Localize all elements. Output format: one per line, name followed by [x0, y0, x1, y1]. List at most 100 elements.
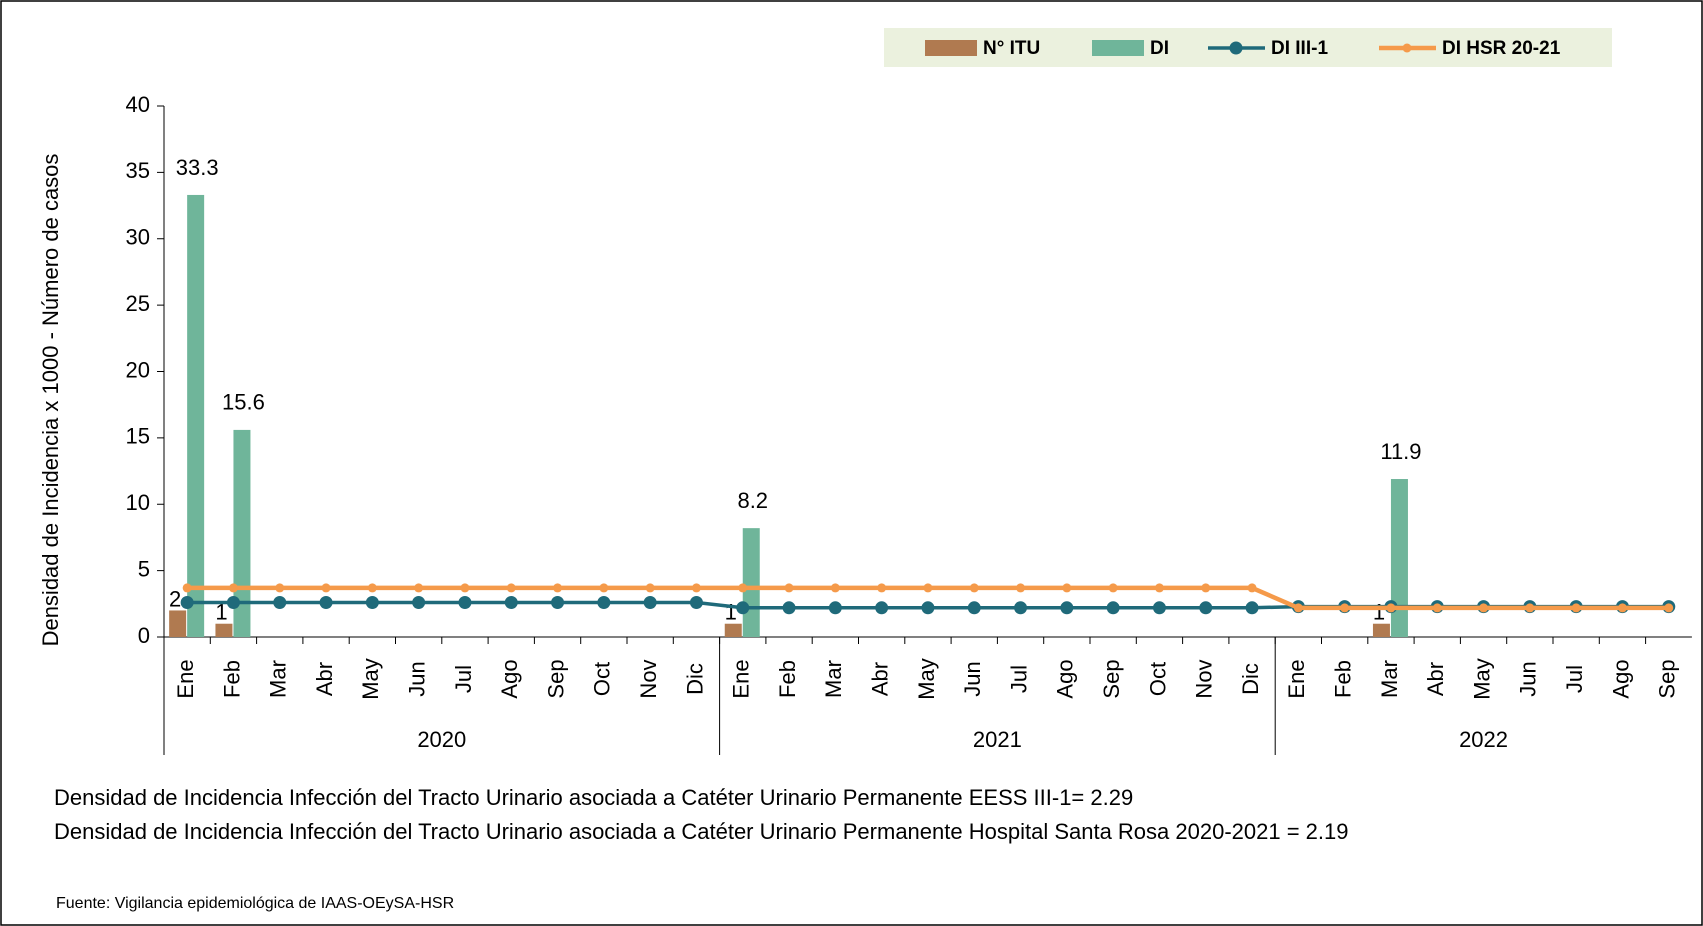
legend-label: N° ITU: [983, 38, 1040, 59]
marker: [504, 595, 518, 609]
x-tick-label: Feb: [219, 660, 244, 698]
marker: [1245, 601, 1259, 615]
marker: [645, 583, 655, 593]
x-tick-label: Dic: [1238, 663, 1263, 695]
data-label: 15.6: [222, 390, 265, 415]
x-tick-label: Jul: [1006, 665, 1031, 693]
x-tick-label: Ene: [173, 659, 198, 698]
marker: [1479, 603, 1489, 613]
bar: [1372, 623, 1390, 637]
marker: [923, 583, 933, 593]
marker: [921, 601, 935, 615]
y-tick-label: 10: [126, 490, 150, 515]
legend-swatch: [1402, 43, 1412, 53]
y-tick-label: 30: [126, 225, 150, 250]
note: Densidad de Incidencia Infección del Tra…: [54, 819, 1349, 844]
marker: [551, 595, 565, 609]
marker: [1062, 583, 1072, 593]
legend-label: DI HSR 20-21: [1442, 38, 1561, 59]
bar: [724, 623, 742, 637]
marker: [180, 595, 194, 609]
x-tick-label: Ago: [1608, 659, 1633, 698]
marker: [1199, 601, 1213, 615]
y-tick-label: 5: [138, 556, 150, 581]
marker: [1664, 603, 1674, 613]
bar: [742, 528, 760, 637]
y-tick-label: 40: [126, 92, 150, 117]
marker: [1293, 603, 1303, 613]
marker: [1014, 601, 1028, 615]
x-tick-label: Nov: [1192, 659, 1217, 698]
marker: [1432, 603, 1442, 613]
marker: [828, 601, 842, 615]
marker: [599, 583, 609, 593]
x-tick-label: Nov: [636, 659, 661, 698]
y-tick-label: 15: [126, 424, 150, 449]
marker: [1060, 601, 1074, 615]
marker: [784, 583, 794, 593]
data-label: 33.3: [176, 155, 219, 180]
group-label: 2021: [973, 727, 1022, 752]
x-tick-label: Sep: [543, 659, 568, 698]
data-label: 2: [169, 586, 181, 611]
legend-swatch: [1229, 41, 1243, 55]
y-tick-label: 0: [138, 623, 150, 648]
marker: [877, 583, 887, 593]
marker: [875, 601, 889, 615]
marker: [414, 583, 424, 593]
marker: [1016, 583, 1026, 593]
legend-label: DI III-1: [1271, 38, 1328, 59]
data-label: 1: [1373, 600, 1385, 625]
marker: [412, 595, 426, 609]
bar: [169, 610, 187, 637]
y-tick-label: 20: [126, 357, 150, 382]
marker: [365, 595, 379, 609]
data-label: 1: [725, 600, 737, 625]
note: Densidad de Incidencia Infección del Tra…: [54, 785, 1133, 810]
x-tick-label: Jul: [451, 665, 476, 693]
marker: [553, 583, 563, 593]
legend-swatch: [1092, 40, 1144, 56]
bar: [215, 623, 233, 637]
x-tick-label: May: [914, 658, 939, 700]
marker: [1154, 583, 1164, 593]
data-label: 11.9: [1380, 439, 1421, 464]
marker: [319, 595, 333, 609]
marker: [1108, 583, 1118, 593]
marker: [460, 583, 470, 593]
marker: [643, 595, 657, 609]
x-tick-label: Abr: [312, 662, 337, 696]
x-tick-label: Oct: [1145, 662, 1170, 696]
bar: [233, 429, 251, 637]
marker: [506, 583, 516, 593]
x-tick-label: Jun: [960, 661, 985, 696]
legend-swatch: [925, 40, 977, 56]
x-tick-label: Mar: [821, 660, 846, 698]
x-tick-label: Ene: [729, 659, 754, 698]
x-tick-label: Mar: [1377, 660, 1402, 698]
x-tick-label: Abr: [867, 662, 892, 696]
legend-label: DI: [1150, 38, 1169, 59]
marker: [182, 583, 192, 593]
y-tick-label: 25: [126, 291, 150, 316]
data-label: 8.2: [737, 488, 768, 513]
marker: [738, 583, 748, 593]
marker: [1340, 603, 1350, 613]
x-tick-label: Ene: [1284, 659, 1309, 698]
marker: [1525, 603, 1535, 613]
group-label: 2022: [1459, 727, 1508, 752]
data-label: 1: [215, 600, 227, 625]
x-tick-label: Sep: [1099, 659, 1124, 698]
marker: [1106, 601, 1120, 615]
marker: [458, 595, 472, 609]
x-tick-label: Feb: [775, 660, 800, 698]
x-tick-label: May: [1469, 658, 1494, 700]
marker: [1152, 601, 1166, 615]
marker: [969, 583, 979, 593]
marker: [228, 583, 238, 593]
marker: [1247, 583, 1257, 593]
marker: [691, 583, 701, 593]
marker: [273, 595, 287, 609]
marker: [1201, 583, 1211, 593]
